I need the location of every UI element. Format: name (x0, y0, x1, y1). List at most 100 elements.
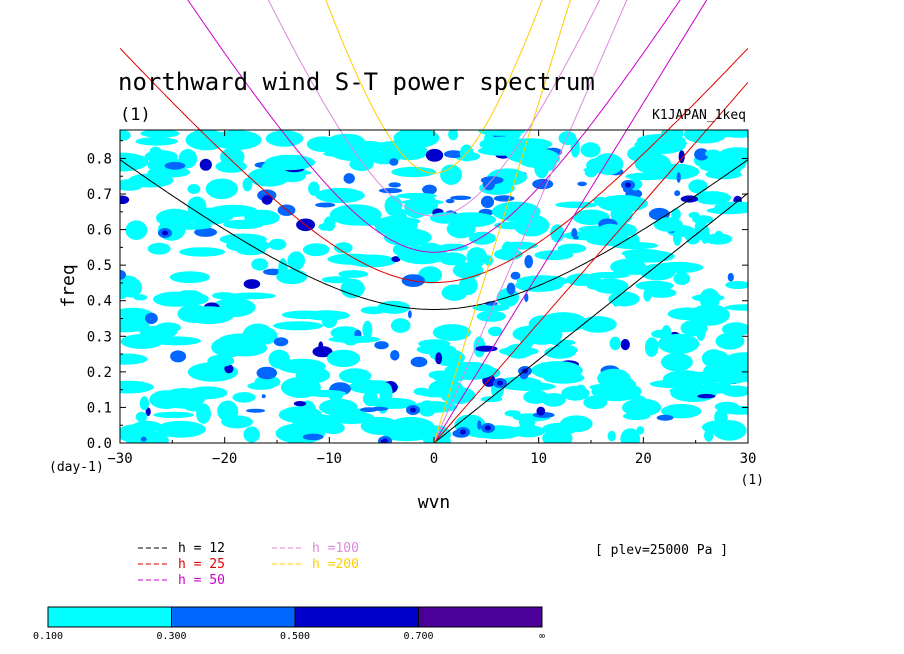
contour-blob (609, 336, 621, 351)
contour-blob (645, 337, 659, 356)
contour-blob (586, 157, 612, 174)
contour-blob (673, 272, 691, 285)
contour-blob (656, 414, 674, 421)
contour-blob (155, 322, 181, 333)
contour-blob (384, 200, 398, 212)
contour-blob (512, 325, 551, 343)
contour-blob (524, 293, 529, 303)
contour-blob (425, 148, 444, 162)
contour-blob (265, 130, 304, 147)
contour-blob (145, 312, 158, 325)
legend-label: h = 25 (178, 557, 225, 572)
contour-blob (404, 197, 429, 219)
contour-blob (340, 278, 365, 299)
contour-blob (196, 403, 211, 424)
contour-blob (389, 158, 399, 166)
contour-blob (312, 346, 333, 358)
contour-blob (258, 165, 281, 185)
experiment-label: K1JAPAN_1keq (652, 108, 746, 123)
y-tick-label: 0.4 (87, 294, 112, 310)
x-tick-label: 0 (430, 451, 438, 467)
contour-blob (702, 365, 714, 383)
colorbar-cell (294, 606, 419, 628)
contour-blob (360, 407, 378, 413)
contour-blob (475, 345, 498, 352)
colorbar: 0.100 0.300 0.500 0.700 ∞ (33, 606, 545, 642)
contour-blob (477, 420, 482, 430)
contour-blob (408, 310, 412, 319)
contour-blob (264, 154, 316, 171)
contour-blob (536, 406, 546, 416)
contour-blob (306, 389, 347, 398)
contour-blob (362, 391, 378, 407)
colorbar-label: 0.100 (33, 631, 63, 642)
contour-blob (727, 272, 734, 282)
contour-blob (343, 173, 355, 184)
contour-blob (532, 178, 554, 190)
contour-blob (460, 429, 466, 435)
y-tick-label: 0.0 (87, 436, 112, 452)
contour-blob (120, 130, 131, 141)
contour-blob (450, 195, 472, 200)
contour-blob (185, 130, 228, 151)
contour-blob (388, 182, 401, 188)
contour-blob (438, 243, 469, 252)
contour-blob (542, 429, 573, 443)
contour-blob (701, 420, 743, 435)
x-tick-label: −30 (107, 451, 132, 467)
contour-blob (648, 207, 670, 221)
colorbar-label: 0.500 (280, 631, 310, 642)
contour-blob (161, 388, 206, 409)
contour-blob (721, 322, 748, 337)
contour-blob (194, 227, 218, 237)
chart-subtitle: (1) (120, 105, 151, 125)
x-unit-label: (1) (741, 473, 764, 488)
contour-blob (287, 251, 306, 271)
chart-title: northward wind S-T power spectrum (118, 68, 595, 96)
contour-blob (125, 220, 148, 240)
contour-blob (391, 166, 437, 178)
contour-blob (422, 184, 437, 195)
contour-blob (684, 228, 703, 243)
contour-blob (607, 430, 616, 442)
contour-blob (591, 381, 642, 402)
contour-blob (135, 137, 178, 146)
contour-blob (694, 148, 709, 161)
contour-blob (132, 420, 162, 433)
contour-blob (534, 250, 574, 261)
contour-blob (153, 411, 195, 419)
contour-blob (276, 269, 308, 285)
contour-blob (362, 320, 373, 339)
contour-blob (374, 341, 389, 350)
contour-blob (221, 415, 254, 429)
y-axis: 0.0 0.1 0.2 0.3 0.4 0.5 0.6 0.7 0.8 (87, 140, 748, 452)
contour-blob (724, 304, 748, 311)
contour-blob (661, 404, 702, 419)
pressure-level-label: [ plev=25000 Pa ] (595, 543, 728, 558)
contour-blob (700, 382, 733, 394)
contour-blob (714, 230, 724, 239)
x-axis-label: wvn (418, 492, 451, 513)
contour-blob (714, 409, 728, 426)
contour-blob (577, 181, 587, 187)
contour-blob (428, 379, 464, 398)
contour-blob (643, 170, 677, 179)
contour-blob (559, 415, 593, 433)
contour-blob (660, 352, 693, 372)
colorbar-label: 0.300 (156, 631, 186, 642)
contour-blob (319, 398, 358, 416)
contour-blob (120, 319, 150, 332)
contour-blob (268, 238, 287, 250)
contour-blob (329, 204, 382, 226)
contour-blob (705, 350, 731, 372)
contour-blob (695, 191, 731, 205)
contour-blob (392, 243, 408, 256)
contour-blob (140, 436, 147, 442)
contour-blob (378, 188, 403, 194)
contour-blob (208, 204, 258, 217)
contour-blob (476, 310, 506, 322)
dispersion-curve-ig-h50 (187, 0, 681, 253)
contour-blob (653, 261, 704, 274)
contour-blob (273, 337, 289, 347)
contour-blob (318, 223, 333, 231)
